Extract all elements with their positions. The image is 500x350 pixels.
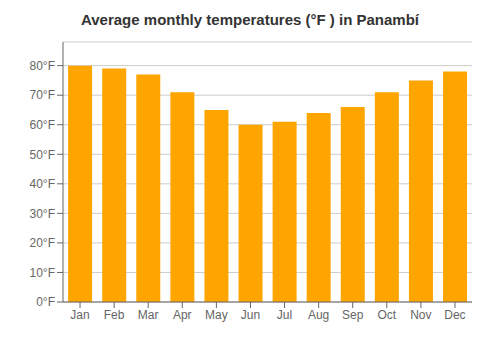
html-text:Average monthly temperatures (: Average monthly temperatures (°F ) in Pa… xyxy=(81,11,419,28)
svg-text:30°F: 30°F xyxy=(30,207,55,221)
svg-text:Jul: Jul xyxy=(277,308,292,322)
svg-text:Nov: Nov xyxy=(410,308,431,322)
svg-text:80°F: 80°F xyxy=(30,59,55,73)
svg-text:20°F: 20°F xyxy=(30,236,55,250)
svg-text:40°F: 40°F xyxy=(30,177,55,191)
svg-text:60°F: 60°F xyxy=(30,118,55,132)
svg-text:70°F: 70°F xyxy=(30,88,55,102)
svg-text:0°F: 0°F xyxy=(36,295,55,309)
svg-text:May: May xyxy=(205,308,228,322)
svg-text:Mar: Mar xyxy=(138,308,159,322)
svg-text:Oct: Oct xyxy=(377,308,396,322)
svg-text:Feb: Feb xyxy=(104,308,125,322)
svg-text:Jun: Jun xyxy=(241,308,260,322)
svg-text:Jan: Jan xyxy=(70,308,89,322)
svg-text:Dec: Dec xyxy=(444,308,465,322)
svg-text:10°F: 10°F xyxy=(30,266,55,280)
svg-text:50°F: 50°F xyxy=(30,148,55,162)
svg-text:Apr: Apr xyxy=(173,308,192,322)
svg-text:Aug: Aug xyxy=(308,308,329,322)
svg-text:Sep: Sep xyxy=(342,308,364,322)
